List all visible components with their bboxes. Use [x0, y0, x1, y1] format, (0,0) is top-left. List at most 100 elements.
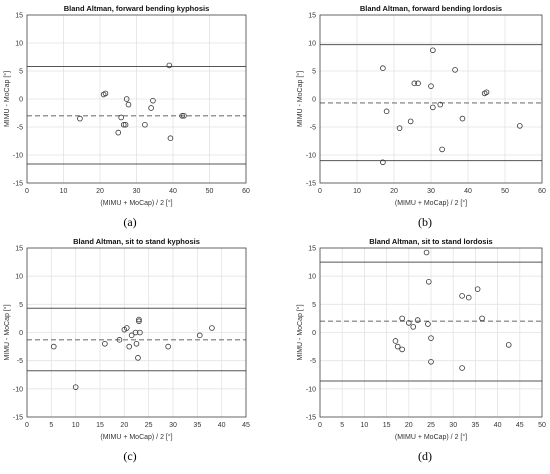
data-point — [120, 121, 127, 128]
data-point — [425, 278, 432, 285]
chart-title: Bland Altman, sit to stand kyphosis — [73, 237, 200, 246]
data-point — [394, 343, 401, 350]
data-point — [136, 318, 142, 325]
data-point — [483, 89, 490, 96]
panel-caption: (a) — [123, 215, 136, 229]
x-tick-label: 50 — [538, 422, 546, 429]
y-tick-label: -10 — [13, 153, 23, 160]
x-axis-label: (MIMU + MoCap) / 2 [°] — [100, 199, 172, 207]
axes-box — [26, 14, 247, 184]
x-tick-label: 30 — [449, 422, 457, 429]
x-tick-label: 25 — [427, 422, 435, 429]
y-tick-label: -15 — [306, 415, 316, 422]
data-point — [423, 249, 430, 256]
y-tick-label: 15 — [308, 13, 316, 20]
x-tick-label: 35 — [472, 422, 480, 429]
data-point — [150, 97, 156, 104]
data-point — [126, 343, 132, 350]
data-point — [132, 329, 139, 336]
x-tick-label: 30 — [427, 188, 435, 195]
x-tick-label: 10 — [60, 188, 68, 195]
y-tick-label: -15 — [13, 415, 23, 422]
data-point — [439, 146, 445, 153]
x-tick-label: 45 — [516, 422, 524, 429]
data-point — [383, 108, 390, 115]
data-point — [414, 317, 421, 323]
panel-caption: (c) — [123, 449, 136, 463]
y-axis-label: MIMU - MoCap [°] — [3, 304, 11, 360]
y-axis-label: MIMU - MoCap [°] — [296, 71, 304, 127]
y-tick-label: 10 — [308, 274, 316, 281]
y-tick-label: 5 — [312, 302, 316, 309]
x-tick-label: 10 — [72, 422, 80, 429]
data-point — [437, 101, 444, 108]
data-point — [77, 115, 83, 122]
data-point — [399, 315, 405, 322]
y-tick-label: -10 — [306, 386, 316, 393]
data-point — [410, 324, 417, 330]
data-point — [479, 315, 485, 322]
x-tick-label: 10 — [361, 422, 369, 429]
chart-panel-2: 0 10 20 30 40 50 60 -15 -10 -5 0 5 10 15 Bland Altman,… — [296, 4, 546, 229]
data-point — [428, 83, 434, 89]
data-point — [459, 365, 465, 371]
chart-panel-4: 0 5 10 15 20 25 30 35 40 45 50 -15 -10 -5 0 5 10 15 Bland … — [296, 237, 546, 463]
data-point — [209, 325, 215, 331]
data-point — [165, 343, 171, 350]
x-axis-label: (MIMU + MoCap) / 2 [°] — [100, 433, 172, 441]
data-point — [428, 335, 434, 341]
data-point — [459, 293, 465, 299]
chart-panel-3: 0 5 10 15 20 25 30 35 40 45 -15 -10 -5 0 5 10 15 Bland Al… — [3, 237, 250, 463]
x-tick-label: 25 — [145, 422, 153, 429]
data-point — [142, 121, 148, 128]
data-point — [407, 118, 414, 125]
y-tick-label: 5 — [19, 69, 23, 76]
data-point — [128, 332, 135, 339]
x-tick-label: 10 — [353, 188, 361, 195]
x-tick-label: 0 — [318, 188, 322, 195]
x-tick-label: 50 — [206, 188, 214, 195]
data-point — [118, 114, 124, 121]
data-point — [72, 384, 79, 390]
x-tick-label: 60 — [538, 188, 546, 195]
data-point — [516, 123, 523, 129]
data-point — [166, 62, 173, 69]
y-tick-label: -5 — [17, 125, 23, 132]
y-tick-label: 15 — [308, 246, 316, 253]
data-point — [135, 355, 141, 361]
x-tick-label: 40 — [464, 188, 472, 195]
x-axis-label: (MIMU + MoCap) / 2 [°] — [395, 433, 467, 441]
data-point — [137, 329, 143, 336]
data-point — [122, 121, 129, 128]
x-tick-label: 40 — [494, 422, 502, 429]
x-tick-label: 0 — [25, 422, 29, 429]
y-tick-label: 0 — [19, 330, 23, 337]
data-point — [136, 316, 142, 323]
x-tick-label: 5 — [49, 422, 53, 429]
data-point — [399, 346, 405, 353]
y-tick-label: -10 — [306, 153, 316, 160]
y-tick-label: -10 — [13, 386, 23, 393]
y-tick-label: 5 — [19, 302, 23, 309]
x-tick-label: 30 — [133, 188, 141, 195]
data-point — [133, 340, 140, 347]
chart-title: Bland Altman, forward bending lordosis — [360, 4, 502, 13]
data-point — [102, 340, 108, 347]
data-point — [167, 135, 174, 142]
x-tick-label: 60 — [242, 188, 250, 195]
y-axis-label: MIMU - MoCap [°] — [3, 71, 11, 127]
y-tick-label: 0 — [312, 330, 316, 337]
data-point — [123, 325, 130, 331]
x-tick-label: 45 — [242, 422, 250, 429]
axes-box — [26, 247, 247, 418]
data-point — [102, 90, 109, 97]
x-tick-label: 50 — [501, 188, 509, 195]
data-point — [411, 80, 418, 87]
chart-title: Bland Altman, forward bending kyphosis — [64, 4, 210, 13]
x-tick-label: 0 — [318, 422, 322, 429]
x-axis-label: (MIMU + MoCap) / 2 [°] — [395, 199, 467, 207]
y-tick-label: 10 — [15, 274, 23, 281]
data-point — [459, 115, 466, 122]
